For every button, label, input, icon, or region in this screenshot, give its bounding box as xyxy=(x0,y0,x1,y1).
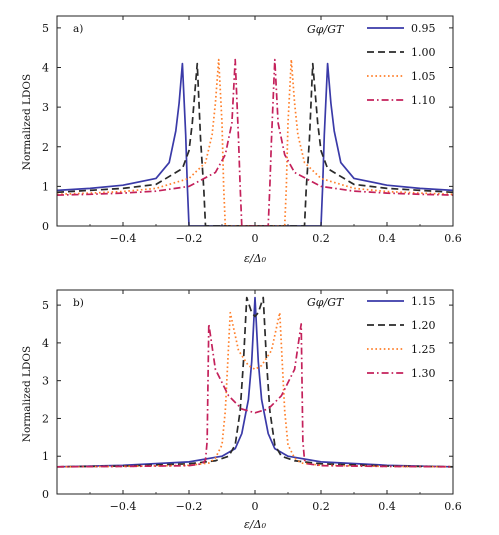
y-axis-label: Normalized LDOS xyxy=(21,74,33,170)
legend-label-1.20: 1.20 xyxy=(411,319,436,332)
y-tick-label: 5 xyxy=(42,22,49,35)
series-line-1.25 xyxy=(57,311,453,468)
legend-label-1.05: 1.05 xyxy=(411,70,436,83)
y-tick-label: 4 xyxy=(42,62,49,75)
legend-title: Gφ/GT xyxy=(307,296,345,309)
legend-label-1.25: 1.25 xyxy=(411,343,436,356)
y-tick-label: 1 xyxy=(42,450,49,463)
panel-a: −0.4 −0.2 0 0.2 0.4 0.6 0 1 2 3 4 5 ε/Δ₀ Normalized L… xyxy=(21,15,462,265)
legend-label-1.30: 1.30 xyxy=(411,367,436,380)
legend-label-1.15: 1.15 xyxy=(411,295,436,308)
x-tick-label: −0.4 xyxy=(110,500,137,513)
y-tick-label: 2 xyxy=(42,412,49,425)
legend-label-1.10: 1.10 xyxy=(411,94,436,107)
x-axis-label: ε/Δ₀ xyxy=(244,252,267,265)
legend-title: Gφ/GT xyxy=(307,23,345,36)
y-tick-label: 0 xyxy=(42,488,49,501)
x-axis-label: ε/Δ₀ xyxy=(244,518,267,531)
plot-frame xyxy=(56,289,454,495)
legend: Gφ/GT 1.15 1.20 1.25 1.30 xyxy=(307,295,436,380)
x-tick-label: 0.4 xyxy=(378,232,396,245)
panel-b: −0.4 −0.2 0 0.2 0.4 0.6 0 1 2 3 4 5 ε/Δ₀ Normalized L… xyxy=(21,289,462,531)
panel-label: b) xyxy=(73,297,84,309)
series-line-1.15 xyxy=(57,296,453,468)
x-tick-label: 0 xyxy=(252,500,259,513)
series-line-1.30 xyxy=(57,323,453,468)
series-line-1.00 xyxy=(57,62,453,226)
x-tick-label: 0.4 xyxy=(378,500,396,513)
legend: Gφ/GT 0.95 1.00 1.05 1.10 xyxy=(307,22,436,107)
x-tick-label: −0.2 xyxy=(176,500,203,513)
panel-label: a) xyxy=(73,23,83,35)
x-tick-label: 0 xyxy=(252,232,259,245)
x-tick-label: 0.2 xyxy=(312,232,330,245)
y-tick-label: 1 xyxy=(42,180,49,193)
x-tick-label: −0.4 xyxy=(110,232,137,245)
legend-label-0.95: 0.95 xyxy=(411,22,436,35)
x-tick-label: 0.2 xyxy=(312,500,330,513)
y-tick-label: 4 xyxy=(42,337,49,350)
series-line-1.20 xyxy=(57,296,453,468)
legend-label-1.00: 1.00 xyxy=(411,46,436,59)
y-tick-label: 2 xyxy=(42,141,49,154)
series-line-1.10 xyxy=(57,58,453,226)
y-tick-label: 3 xyxy=(42,101,49,114)
plot-frame xyxy=(56,15,454,227)
x-tick-label: 0.6 xyxy=(444,232,462,245)
x-tick-label: −0.2 xyxy=(176,232,203,245)
series-line-0.95 xyxy=(57,62,453,226)
y-tick-label: 3 xyxy=(42,375,49,388)
y-tick-label: 0 xyxy=(42,220,49,233)
series-line-1.05 xyxy=(57,58,453,226)
y-axis-label: Normalized LDOS xyxy=(21,346,33,442)
y-tick-label: 5 xyxy=(42,299,49,312)
x-tick-label: 0.6 xyxy=(444,500,462,513)
